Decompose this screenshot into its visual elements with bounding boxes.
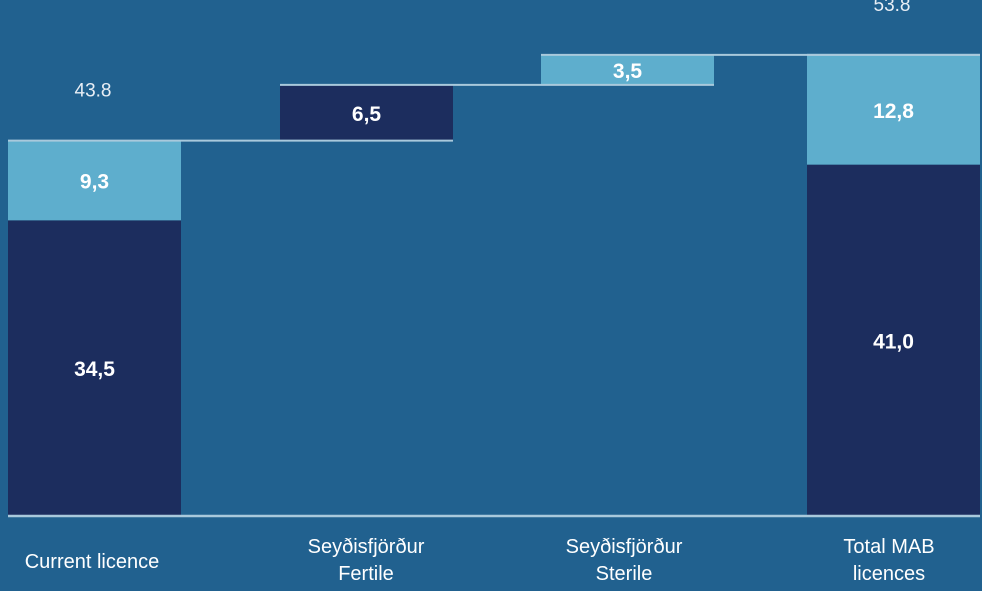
category-label: Sterile <box>596 563 653 585</box>
light-segment-bar <box>807 54 980 165</box>
light-segment-label: 9,3 <box>80 170 109 193</box>
category-label: Current licence <box>25 551 160 573</box>
dark-segment-label: 41,0 <box>873 330 914 353</box>
category-label: Seyðisfjörður <box>308 536 425 558</box>
light-segment-bar <box>8 140 181 221</box>
total-value-label: 53.8 <box>874 0 911 16</box>
category-label: Total MAB <box>843 536 934 558</box>
light-segment-label: 12,8 <box>873 100 914 123</box>
dark-segment-bar <box>280 84 453 141</box>
chart-texts: 34,5 9,3 6,5 3,5 41,0 12,8 43.8 53.8 Current lic… <box>25 0 935 585</box>
dark-segment-label: 6,5 <box>352 103 382 126</box>
dark-segment-bar <box>807 164 980 516</box>
dark-segment-label: 34,5 <box>74 358 115 381</box>
category-label: licences <box>853 563 925 585</box>
chart-marks <box>8 53 980 518</box>
light-segment-bar <box>541 54 714 85</box>
light-segment-label: 3,5 <box>613 60 643 83</box>
category-label: Fertile <box>338 563 394 585</box>
dark-segment-bar <box>8 220 181 516</box>
category-label: Seyðisfjörður <box>566 536 683 558</box>
total-value-label: 43.8 <box>75 81 112 102</box>
